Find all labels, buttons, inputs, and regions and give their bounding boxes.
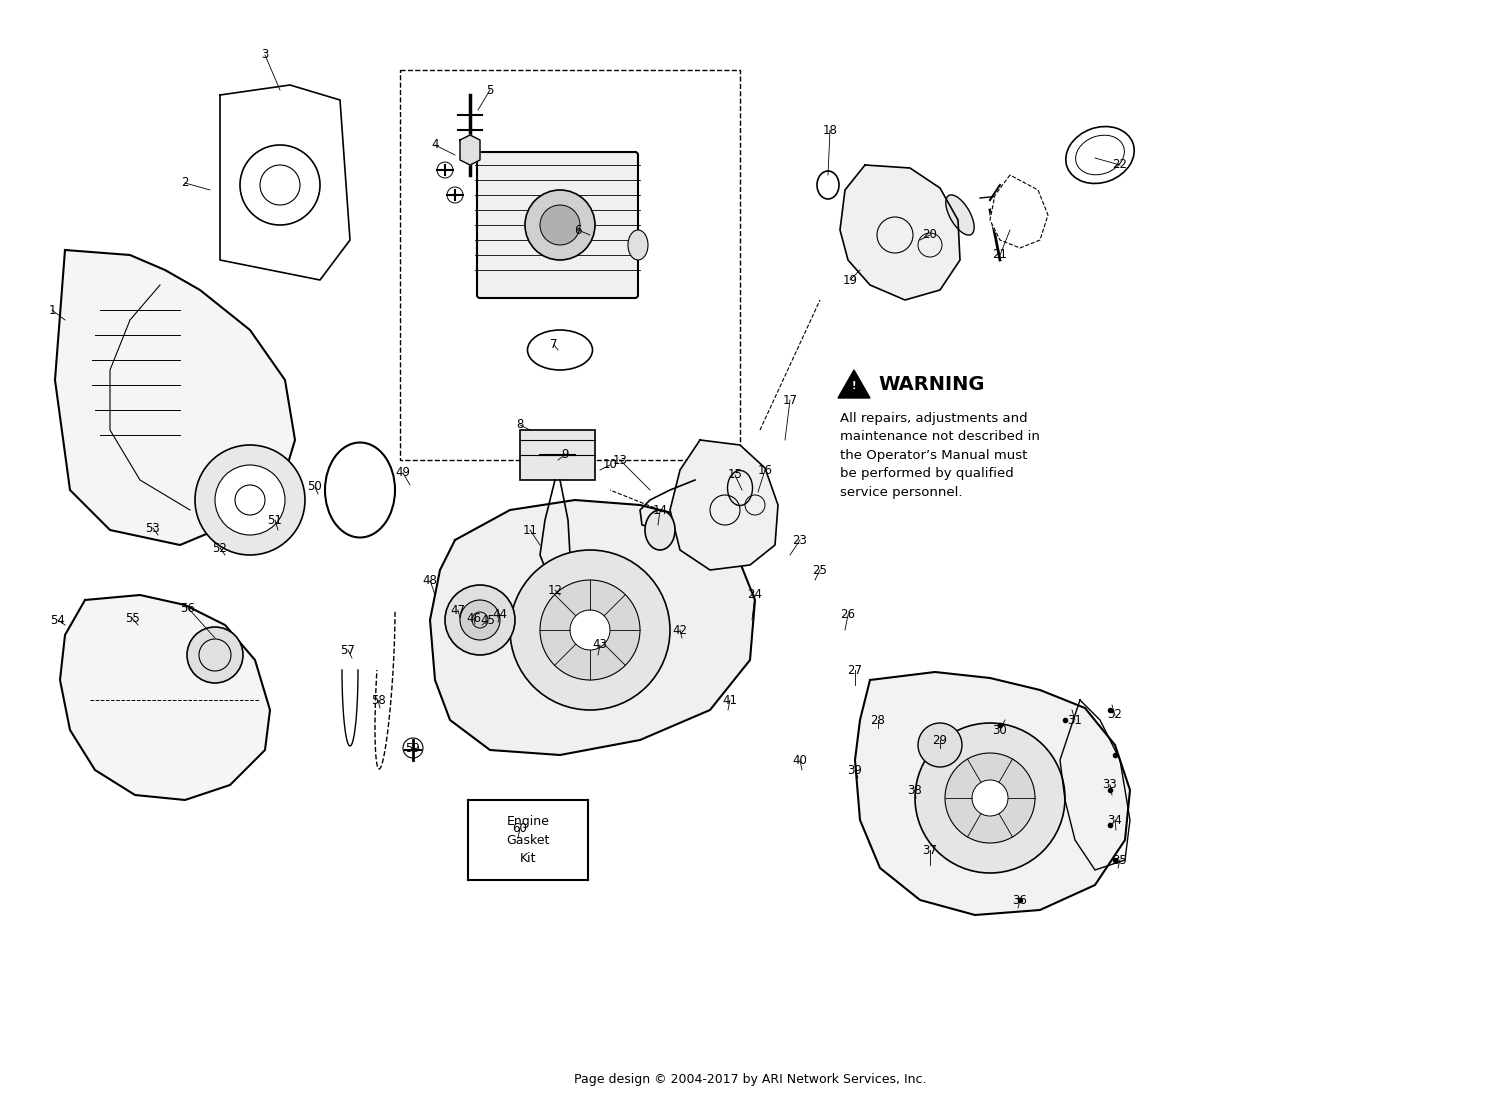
Text: 26: 26 (840, 608, 855, 622)
Text: 30: 30 (993, 724, 1008, 736)
Polygon shape (855, 672, 1130, 915)
Polygon shape (460, 136, 480, 165)
Text: 38: 38 (908, 784, 922, 797)
Circle shape (214, 465, 285, 534)
Text: 40: 40 (792, 754, 807, 767)
Polygon shape (670, 440, 778, 570)
Text: 60: 60 (513, 821, 528, 834)
Text: 54: 54 (51, 614, 66, 627)
Ellipse shape (946, 195, 974, 235)
Text: All repairs, adjustments and
maintenance not described in
the Operator’s Manual : All repairs, adjustments and maintenance… (840, 412, 1040, 499)
Text: 48: 48 (423, 573, 438, 586)
Text: 13: 13 (612, 454, 627, 466)
Circle shape (918, 723, 962, 767)
Text: 33: 33 (1102, 778, 1118, 791)
Text: !: ! (852, 381, 856, 391)
Polygon shape (840, 165, 960, 300)
Text: 12: 12 (548, 583, 562, 596)
Text: 59: 59 (405, 742, 420, 755)
Text: 4: 4 (432, 139, 438, 151)
Text: 24: 24 (747, 588, 762, 602)
Text: 52: 52 (213, 541, 228, 554)
Circle shape (510, 550, 670, 710)
Text: 42: 42 (672, 624, 687, 637)
Text: 35: 35 (1113, 854, 1128, 866)
Text: 5: 5 (486, 84, 494, 97)
Text: 19: 19 (843, 273, 858, 287)
Circle shape (972, 780, 1008, 815)
Text: 31: 31 (1068, 713, 1083, 726)
Text: 37: 37 (922, 843, 938, 856)
Text: 15: 15 (728, 468, 742, 482)
Text: 14: 14 (652, 504, 668, 517)
Circle shape (570, 611, 610, 650)
Text: 27: 27 (847, 663, 862, 677)
Text: 34: 34 (1107, 813, 1122, 826)
Text: 49: 49 (396, 466, 411, 479)
Text: 57: 57 (340, 644, 356, 657)
Text: 45: 45 (480, 614, 495, 627)
Text: 51: 51 (267, 514, 282, 527)
Text: 28: 28 (870, 713, 885, 726)
Text: 50: 50 (308, 480, 322, 494)
Polygon shape (60, 595, 270, 800)
Polygon shape (430, 500, 754, 755)
Text: 11: 11 (522, 523, 537, 537)
Text: 36: 36 (1013, 894, 1028, 907)
Text: 6: 6 (574, 224, 582, 237)
Circle shape (540, 580, 640, 680)
Circle shape (540, 205, 580, 245)
Text: 41: 41 (723, 693, 738, 706)
Text: 7: 7 (550, 338, 558, 352)
Text: ARI: ARI (441, 519, 759, 681)
Text: 22: 22 (1113, 159, 1128, 172)
Text: 10: 10 (603, 458, 618, 472)
Polygon shape (990, 175, 1048, 248)
Circle shape (446, 585, 514, 655)
Text: 25: 25 (813, 563, 828, 576)
Text: 2: 2 (182, 176, 189, 190)
FancyBboxPatch shape (477, 152, 638, 298)
Text: WARNING: WARNING (878, 376, 984, 395)
Text: 32: 32 (1107, 709, 1122, 722)
Circle shape (525, 190, 596, 260)
Text: 55: 55 (124, 612, 140, 625)
Text: 29: 29 (933, 734, 948, 746)
Text: 18: 18 (822, 123, 837, 137)
Circle shape (195, 445, 304, 555)
Text: 1: 1 (48, 303, 56, 316)
Text: Page design © 2004-2017 by ARI Network Services, Inc.: Page design © 2004-2017 by ARI Network S… (573, 1073, 926, 1087)
Text: 16: 16 (758, 464, 772, 476)
Text: 17: 17 (783, 393, 798, 407)
Text: 56: 56 (180, 602, 195, 615)
Ellipse shape (628, 230, 648, 260)
Circle shape (188, 627, 243, 683)
Text: 58: 58 (370, 693, 386, 706)
Polygon shape (56, 250, 296, 545)
Ellipse shape (645, 510, 675, 550)
Text: 20: 20 (922, 228, 938, 241)
Text: 47: 47 (450, 604, 465, 616)
Text: 44: 44 (492, 608, 507, 622)
Circle shape (460, 599, 500, 640)
Text: 8: 8 (516, 419, 524, 432)
Text: 53: 53 (146, 521, 160, 534)
Bar (520, 430, 596, 480)
Text: 39: 39 (847, 764, 862, 777)
Text: 21: 21 (993, 248, 1008, 261)
Text: 9: 9 (561, 449, 568, 462)
Bar (468, 800, 588, 880)
Text: 3: 3 (261, 48, 268, 62)
Text: 23: 23 (792, 533, 807, 547)
Text: 43: 43 (592, 638, 608, 651)
Bar (400, 71, 740, 460)
Circle shape (915, 723, 1065, 873)
Polygon shape (220, 85, 350, 280)
Polygon shape (839, 370, 870, 398)
Circle shape (945, 753, 1035, 843)
Text: 46: 46 (466, 612, 482, 625)
Text: Engine
Gasket
Kit: Engine Gasket Kit (507, 815, 549, 864)
